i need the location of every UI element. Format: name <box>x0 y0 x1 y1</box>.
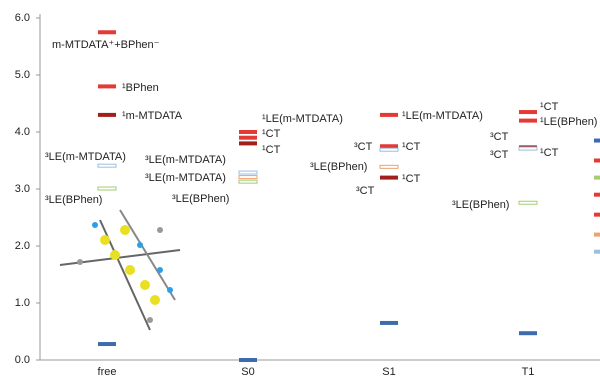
x-tick-label: S0 <box>241 366 254 378</box>
energy-level <box>380 165 398 168</box>
page: 0.0 1.0 2.0 3.0 4.0 5.0 6.0 free m-MTDATA⁺+BPhen… <box>0 0 600 378</box>
x-tick-label: T1 <box>522 366 535 378</box>
y-tick-label: 5.0 <box>15 69 30 81</box>
level-label: ¹LE(BPhen) <box>540 116 597 128</box>
energy-level <box>380 176 398 180</box>
y-tick-label: 2.0 <box>15 240 30 252</box>
level-label: ¹CT <box>262 128 281 140</box>
energy-level <box>239 130 257 134</box>
level-label: ¹CT <box>262 144 281 156</box>
energy-level <box>98 164 116 167</box>
energy-level <box>380 113 398 117</box>
energy-level <box>594 193 600 197</box>
level-label: ¹BPhen <box>122 82 159 94</box>
y-tick-label: 6.0 <box>15 12 30 24</box>
y-tick-label: 0.0 <box>15 354 30 366</box>
molecule-illustration <box>60 210 180 330</box>
level-label: ³LE(BPhen) <box>310 161 367 173</box>
energy-level <box>98 342 116 346</box>
level-label: ¹m-MTDATA <box>122 110 183 122</box>
energy-level <box>594 139 600 143</box>
energy-level <box>239 180 257 183</box>
y-tick-label: 3.0 <box>15 183 30 195</box>
level-label: ³CT <box>490 131 509 143</box>
x-tick-label: S1 <box>382 366 395 378</box>
level-label: ¹CT <box>540 101 559 113</box>
energy-level <box>239 136 257 140</box>
energy-level <box>594 233 600 237</box>
energy-level <box>239 176 257 179</box>
y-tick-label: 4.0 <box>15 126 30 138</box>
energy-level <box>380 321 398 325</box>
energy-level <box>239 171 257 174</box>
energy-level <box>519 147 537 150</box>
energy-level <box>519 110 537 114</box>
level-label: ¹CT <box>402 173 421 185</box>
energy-level <box>98 30 116 34</box>
energy-level <box>239 358 257 362</box>
level-label: ³LE(m-MTDATA) <box>145 172 226 184</box>
energy-level <box>98 113 116 117</box>
energy-level <box>519 331 537 335</box>
energy-level <box>380 144 398 148</box>
energy-level <box>98 187 116 190</box>
energy-level <box>594 213 600 217</box>
x-tick-label: free <box>98 366 117 378</box>
level-label: ¹LE(m-MTDATA) <box>262 113 343 125</box>
level-label: ³LE(BPhen) <box>452 199 509 211</box>
level-label: ³CT <box>490 149 509 161</box>
chart: 0.0 1.0 2.0 3.0 4.0 5.0 6.0 free m-MTDATA⁺+BPhen… <box>0 0 600 378</box>
energy-level <box>380 148 398 151</box>
energy-level <box>98 84 116 88</box>
energy-level <box>594 176 600 180</box>
level-label: ¹CT <box>540 147 559 159</box>
energy-level <box>519 201 537 204</box>
level-label: ³CT <box>356 185 375 197</box>
energy-level <box>239 141 257 145</box>
energy-level <box>594 250 600 254</box>
level-label: ¹CT <box>402 141 421 153</box>
level-label: ³LE(BPhen) <box>172 193 229 205</box>
level-label: ³LE(m-MTDATA) <box>145 154 226 166</box>
level-label: ³LE(BPhen) <box>45 194 102 206</box>
level-label: ¹LE(m-MTDATA) <box>402 110 483 122</box>
energy-level <box>519 119 537 123</box>
energy-level <box>594 159 600 163</box>
level-label: ³CT <box>354 141 373 153</box>
level-label: m-MTDATA⁺+BPhen⁻ <box>52 39 160 51</box>
level-label: ³LE(m-MTDATA) <box>45 151 126 163</box>
y-tick-label: 1.0 <box>15 297 30 309</box>
